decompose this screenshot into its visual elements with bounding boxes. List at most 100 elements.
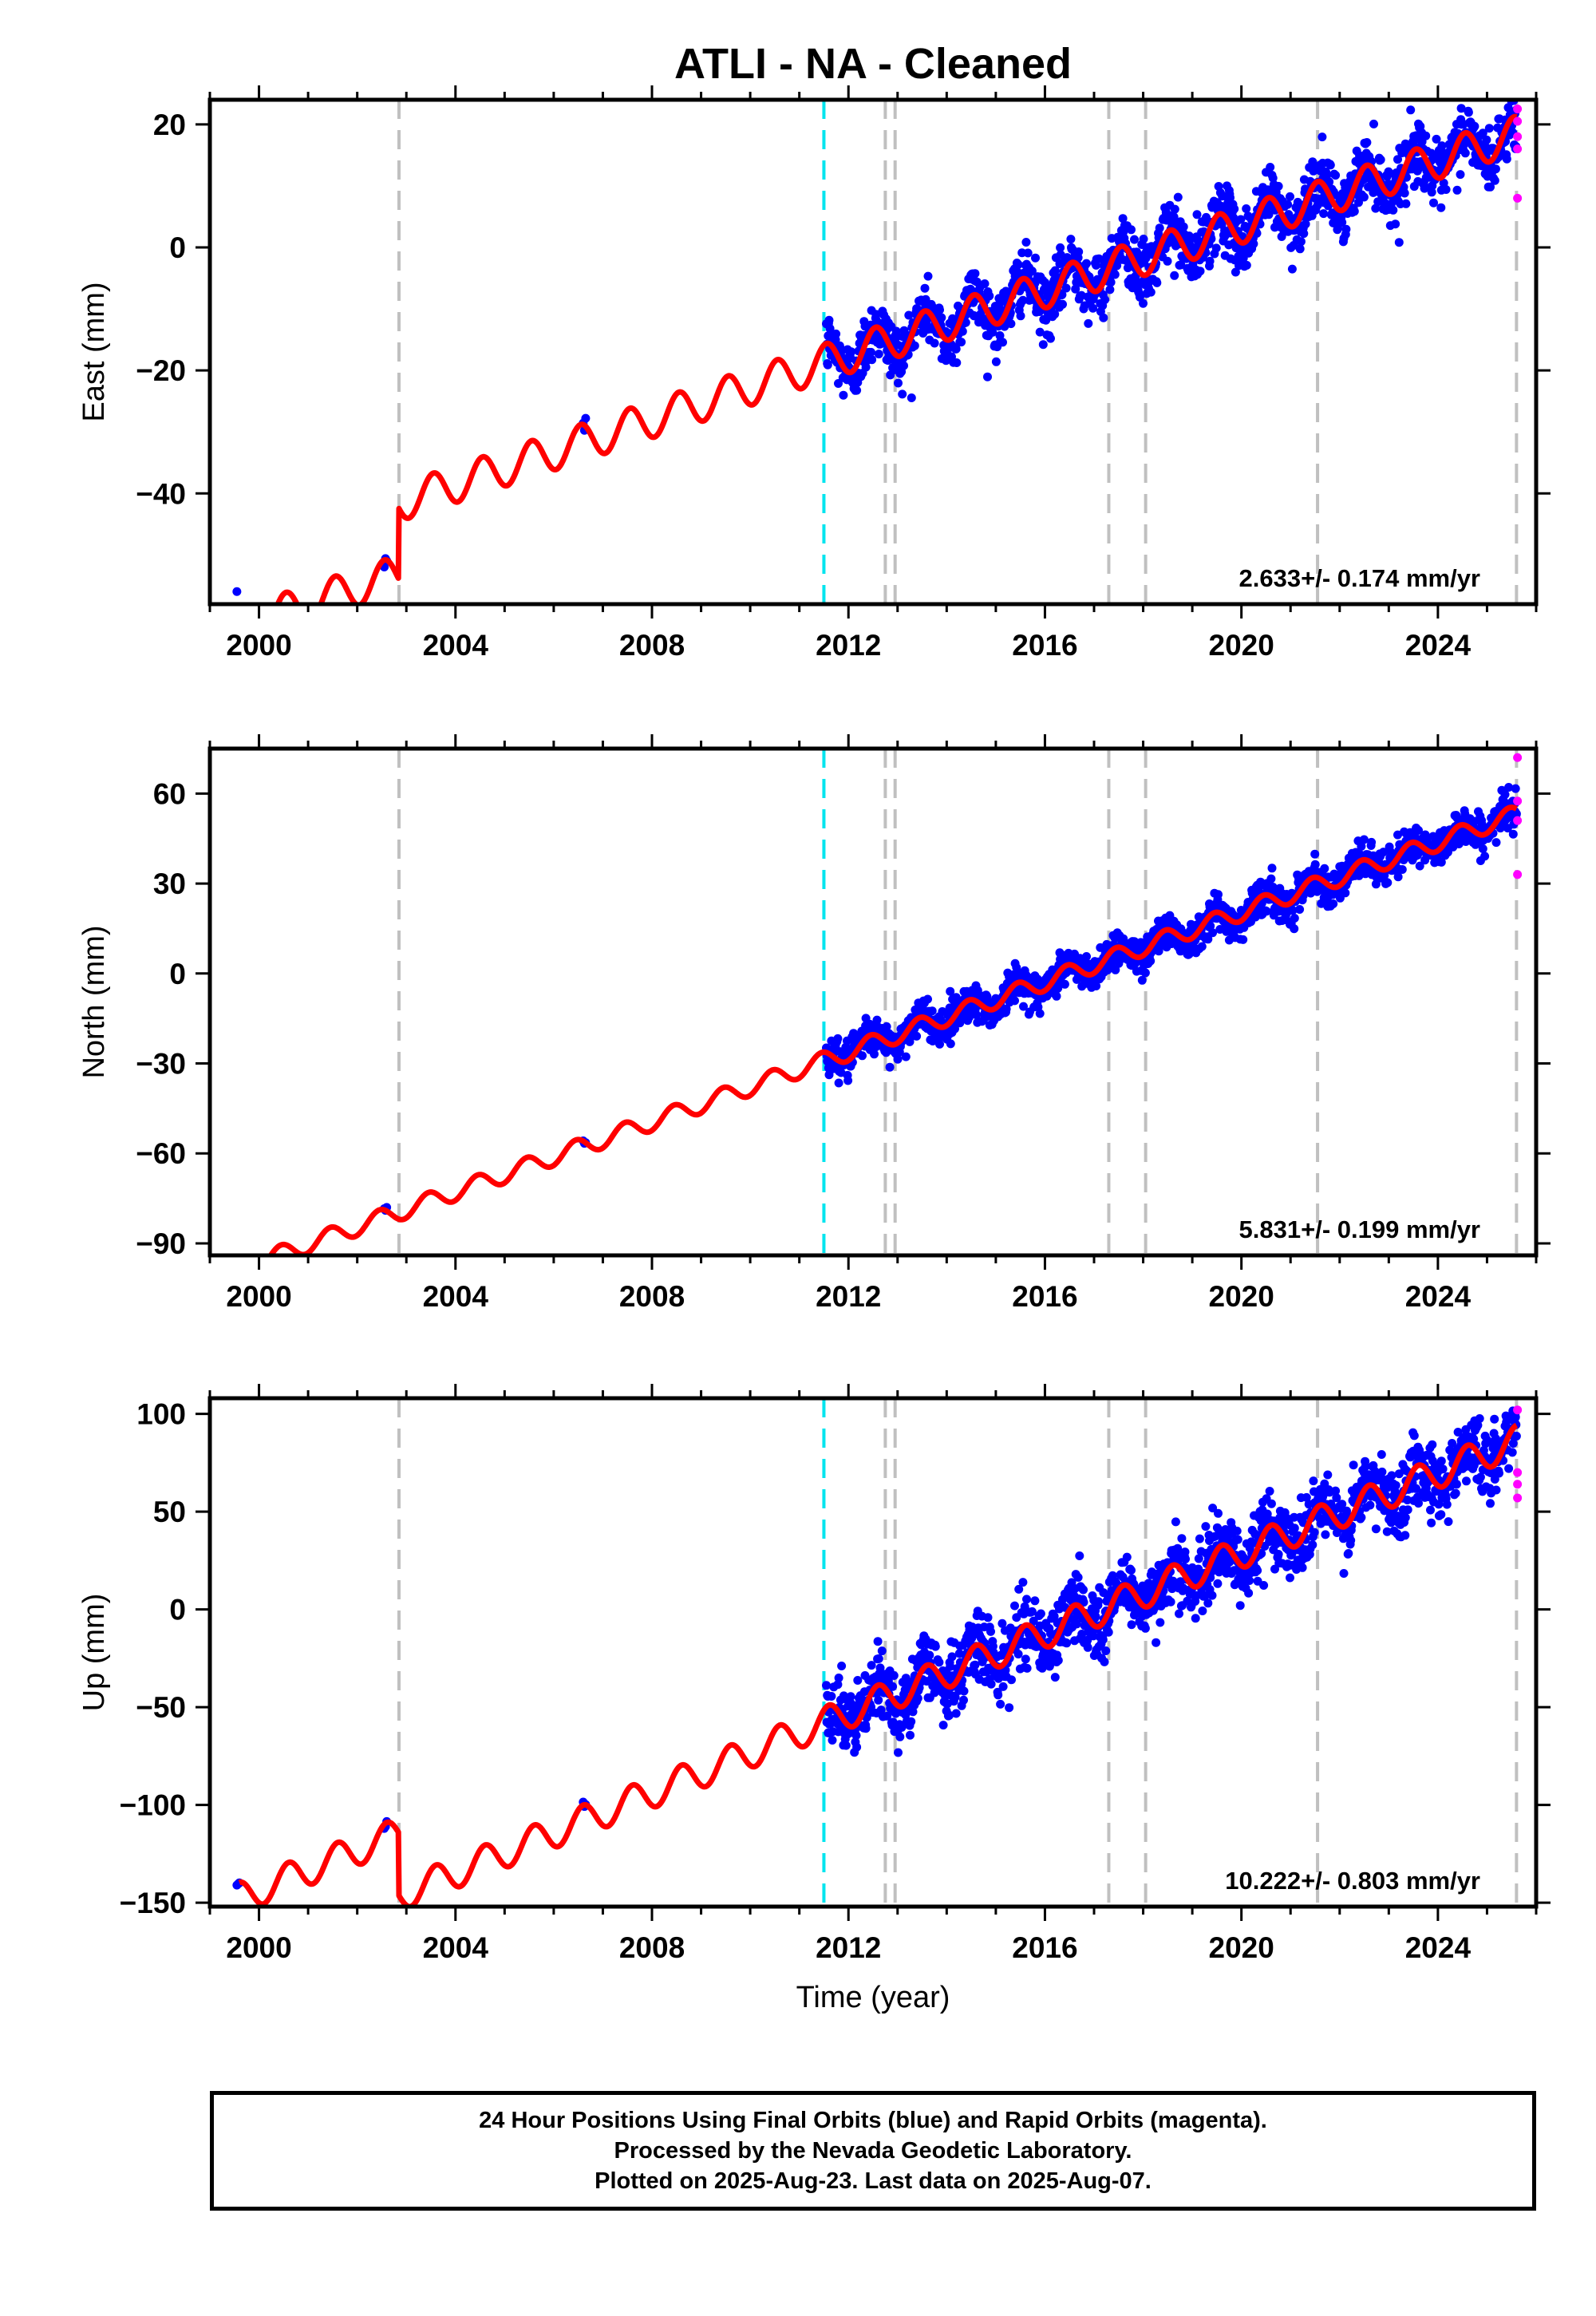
- x-tick-label: 2016: [1012, 1280, 1077, 1313]
- y-tick-label: 60: [153, 777, 186, 810]
- final-orbit-point: [970, 269, 980, 279]
- footer-line-3: Plotted on 2025-Aug-23. Last data on 202…: [595, 2168, 1152, 2194]
- final-orbit-point: [1268, 173, 1278, 183]
- x-tick-label: 2024: [1405, 629, 1472, 662]
- final-orbit-point: [1098, 1635, 1108, 1644]
- final-orbit-point: [1376, 155, 1385, 164]
- final-orbit-point: [232, 587, 242, 596]
- final-orbit-point: [851, 1731, 861, 1740]
- final-orbit-point: [1179, 222, 1188, 231]
- final-orbit-point: [1344, 1549, 1353, 1558]
- final-orbit-point: [1099, 313, 1108, 322]
- final-orbit-point: [1214, 1508, 1223, 1518]
- final-orbit-point: [958, 326, 967, 336]
- final-orbit-point: [1341, 888, 1350, 898]
- final-orbit-point: [898, 389, 907, 399]
- x-tick-label: 2004: [423, 1931, 489, 1964]
- final-orbit-point: [1486, 182, 1495, 192]
- velocity-label: 2.633+/- 0.174 mm/yr: [1239, 564, 1480, 592]
- final-orbit-point: [1139, 235, 1148, 243]
- final-orbit-point: [1393, 872, 1403, 882]
- final-orbit-point: [1092, 982, 1101, 990]
- final-orbit-point: [874, 1654, 883, 1663]
- final-orbit-point: [959, 1695, 968, 1705]
- final-orbit-point: [1429, 198, 1438, 207]
- final-orbit-point: [907, 1717, 916, 1726]
- final-orbit-point: [991, 357, 1001, 366]
- final-orbit-point: [834, 1078, 843, 1088]
- final-orbit-point: [1346, 1535, 1356, 1545]
- x-axis-label: Time (year): [796, 1981, 950, 2014]
- final-orbit-point: [1456, 170, 1465, 180]
- final-orbit-point: [853, 1676, 863, 1685]
- final-orbit-point: [1191, 1614, 1200, 1623]
- final-orbit-point: [1166, 1597, 1175, 1607]
- final-orbit-point: [925, 1650, 934, 1660]
- final-orbit-point: [972, 1010, 982, 1020]
- final-orbit-point: [923, 994, 932, 1004]
- final-orbits-points: [232, 1406, 1521, 1890]
- final-orbit-point: [1349, 1460, 1358, 1470]
- final-orbit-point: [1490, 176, 1499, 185]
- plot-area: [232, 753, 1523, 1255]
- final-orbit-point: [874, 1695, 883, 1705]
- final-orbit-point: [986, 1679, 996, 1689]
- final-orbit-point: [1325, 160, 1335, 170]
- final-orbit-point: [1320, 864, 1329, 873]
- final-orbit-point: [996, 1699, 1005, 1709]
- final-orbit-point: [1504, 1464, 1514, 1473]
- final-orbit-point: [1195, 1534, 1204, 1543]
- rapid-orbit-point: [1513, 132, 1523, 141]
- final-orbit-point: [1130, 235, 1139, 244]
- final-orbit-point: [1094, 1597, 1103, 1607]
- final-orbit-point: [1242, 260, 1251, 270]
- final-orbit-point: [1177, 1534, 1187, 1543]
- x-tick-label: 2012: [816, 1931, 881, 1964]
- final-orbit-point: [1406, 105, 1416, 115]
- final-orbit-point: [913, 1694, 922, 1703]
- final-orbit-point: [1100, 1657, 1109, 1666]
- final-orbit-point: [1319, 209, 1329, 219]
- final-orbit-point: [1170, 271, 1179, 280]
- final-orbit-point: [885, 1062, 895, 1072]
- final-orbit-point: [1310, 860, 1320, 869]
- final-orbit-point: [1163, 256, 1172, 266]
- final-orbit-point: [1502, 154, 1511, 164]
- final-orbit-point: [1075, 1551, 1084, 1560]
- plot-area: [232, 1405, 1523, 1907]
- final-orbit-point: [1452, 1480, 1461, 1489]
- final-orbit-point: [1105, 285, 1115, 294]
- x-tick-label: 2020: [1209, 1280, 1274, 1313]
- final-orbit-point: [1170, 204, 1179, 214]
- final-orbit-point: [1371, 204, 1381, 213]
- rapid-orbit-point: [1513, 870, 1523, 879]
- final-orbit-point: [870, 1049, 879, 1059]
- final-orbit-point: [1027, 267, 1037, 276]
- final-orbit-point: [923, 271, 933, 281]
- final-orbit-point: [1249, 239, 1258, 248]
- final-orbit-point: [852, 1742, 862, 1752]
- panel-frame: [207, 746, 1539, 1258]
- final-orbit-point: [1152, 1638, 1161, 1647]
- y-tick-label: −100: [120, 1789, 186, 1822]
- rapid-orbit-point: [1513, 816, 1523, 825]
- final-orbit-point: [1214, 890, 1223, 899]
- x-tick-label: 2012: [816, 629, 881, 662]
- final-orbit-point: [1052, 991, 1061, 1001]
- final-orbit-point: [1290, 1524, 1299, 1533]
- final-orbit-point: [982, 992, 992, 1002]
- final-orbit-point: [1050, 310, 1060, 319]
- final-orbit-point: [839, 390, 848, 400]
- y-tick-label: −40: [136, 477, 186, 510]
- final-orbit-point: [837, 1662, 847, 1670]
- final-orbit-point: [1491, 164, 1500, 174]
- final-orbit-point: [1046, 334, 1055, 343]
- final-orbit-point: [1436, 1456, 1446, 1466]
- final-orbit-point: [852, 385, 862, 395]
- final-orbit-point: [1010, 1601, 1019, 1611]
- final-orbit-point: [1244, 1588, 1254, 1598]
- final-orbit-point: [1235, 1601, 1245, 1611]
- final-orbit-point: [1266, 874, 1276, 883]
- final-orbit-point: [1035, 1009, 1045, 1018]
- final-orbit-point: [1436, 203, 1446, 212]
